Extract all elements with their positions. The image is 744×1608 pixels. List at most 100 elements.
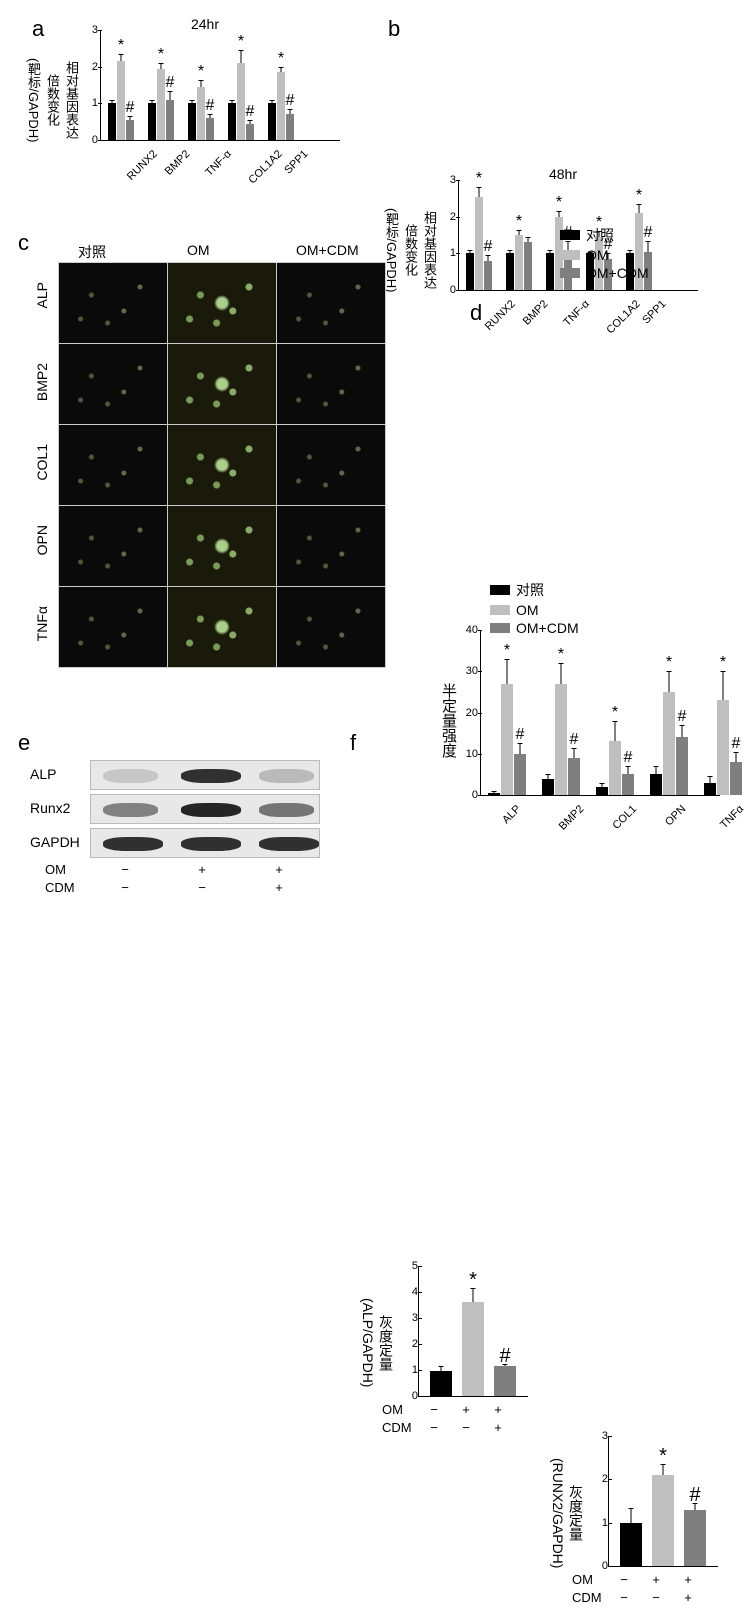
condition-label: CDM [45, 880, 75, 895]
condition-row: CDM−−+ [380, 1420, 550, 1438]
bar: # [286, 114, 294, 140]
legend-swatch [490, 585, 510, 595]
blot-lane [90, 828, 320, 858]
condition-value: − [608, 1590, 640, 1605]
legend-swatch [490, 623, 510, 633]
x-label: SPP1 [282, 148, 310, 176]
bar: * [475, 197, 483, 291]
legend-swatch [560, 268, 580, 278]
blot-band [259, 769, 314, 783]
condition-value: − [450, 1420, 482, 1435]
microscopy-image [59, 263, 167, 343]
panel-f-left: 灰度定量(ALP/GAPDH) 012345 *# OM−++CDM−−+ [380, 1258, 550, 1428]
condition-value: − [608, 1572, 640, 1587]
legend-swatch [560, 250, 580, 260]
legend-label: 对照 [586, 225, 614, 245]
bar [596, 787, 608, 795]
blot-band [103, 803, 158, 817]
microscopy-image [59, 344, 167, 424]
condition-value: + [482, 1420, 514, 1435]
x-label: BMP2 [557, 803, 587, 833]
blot-band [103, 837, 163, 851]
x-label: TNFα [718, 803, 744, 831]
col-label: OM+CDM [296, 242, 359, 258]
bar: # [676, 737, 688, 795]
microscopy-image [277, 263, 385, 343]
blot-label: GAPDH [30, 834, 85, 850]
bar [488, 793, 500, 795]
condition-value: − [90, 880, 160, 895]
bar [620, 1523, 642, 1566]
legend-mid: 对照OMOM+CDM [490, 580, 579, 638]
condition-value: + [672, 1572, 704, 1587]
condition-label: OM [382, 1402, 403, 1417]
microscopy-image [168, 425, 276, 505]
panel-a-chart: 24hr 相对基因表达倍数变化(靶标/GAPDH) 0123RUNX2BMP2T… [60, 30, 350, 180]
col-label: 对照 [78, 242, 106, 262]
bar: * [652, 1475, 674, 1566]
x-label: OPN [663, 803, 688, 828]
x-label: RUNX2 [125, 148, 160, 183]
x-label: TNF-α [203, 148, 234, 179]
legend-item: OM [490, 602, 579, 618]
bar: * [277, 72, 285, 140]
panel-f-right: 灰度定量(RUNX2/GAPDH) 0123 *# OM−++CDM−−+ [570, 1428, 740, 1598]
microscopy-image [168, 587, 276, 667]
legend-label: OM [516, 602, 539, 618]
microscopy-image [59, 425, 167, 505]
row-label: OPN [34, 525, 50, 555]
bar: # [622, 774, 634, 795]
col-label: OM [187, 242, 210, 258]
panel-d-chart: 半定量强度 010203040ALPBMP2COL1OPNTNFα *#*#*#… [440, 620, 730, 830]
row-label: TNFα [34, 606, 50, 641]
row-label: COL1 [34, 444, 50, 481]
bar: * [117, 61, 125, 140]
condition-row: CDM−−+ [570, 1590, 740, 1608]
condition-label: CDM [382, 1420, 412, 1435]
condition-value: − [167, 880, 237, 895]
x-label: BMP2 [521, 298, 551, 328]
blot-label: ALP [30, 766, 85, 782]
condition-value: + [672, 1590, 704, 1605]
bar: # [514, 754, 526, 795]
x-label: ALP [500, 803, 523, 826]
bar: # [166, 100, 174, 140]
bar: # [126, 120, 134, 140]
bar [188, 103, 196, 140]
blot-band [181, 769, 241, 783]
x-label: SPP1 [640, 298, 668, 326]
bar: # [684, 1510, 706, 1566]
bar: # [206, 118, 214, 140]
blot-band [181, 837, 241, 851]
bar: # [494, 1366, 516, 1396]
legend-label: OM [586, 247, 609, 263]
condition-row: OM−++ [380, 1402, 550, 1420]
blot-label: Runx2 [30, 800, 85, 816]
bar: * [609, 741, 621, 795]
condition-row: CDM−−+ [30, 880, 330, 898]
bar: # [484, 261, 492, 290]
bar: # [246, 124, 254, 141]
blot-band [259, 803, 314, 817]
condition-value: + [167, 862, 237, 877]
panel-c-grid: 对照OMOM+CDM ALPBMP2COL1OPNTNFα [58, 262, 386, 668]
row-label: ALP [34, 282, 50, 308]
bar [546, 253, 554, 290]
x-label: COL1 [610, 803, 639, 832]
condition-label: OM [572, 1572, 593, 1587]
x-label: COL1A2 [246, 148, 284, 186]
microscopy-image [277, 587, 385, 667]
x-label: COL1A2 [604, 298, 642, 336]
bar: # [568, 758, 580, 795]
legend-item: 对照 [490, 580, 579, 600]
microscopy-image [277, 425, 385, 505]
panel-f-label: f [350, 730, 356, 756]
condition-value: + [482, 1402, 514, 1417]
bar [148, 103, 156, 140]
bar [430, 1371, 452, 1396]
panel-c-label: c [18, 230, 29, 256]
panel-d-label: d [470, 300, 482, 326]
microscopy-image [168, 506, 276, 586]
blot-row: ALP [30, 760, 330, 792]
condition-value: + [244, 880, 314, 895]
